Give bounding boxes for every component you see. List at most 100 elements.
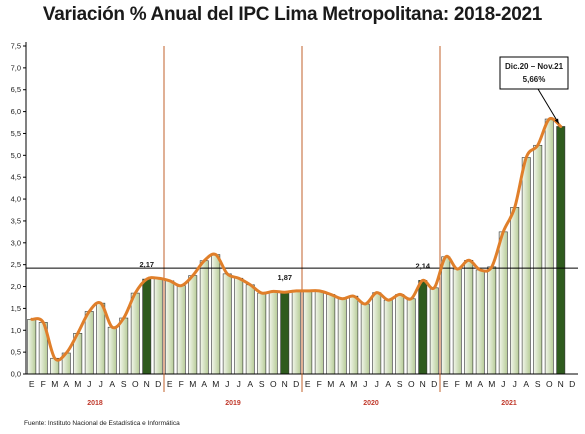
month-tick-label: O bbox=[408, 379, 415, 389]
month-tick-label: S bbox=[535, 379, 541, 389]
bar bbox=[429, 287, 439, 375]
month-tick-label: N bbox=[282, 379, 288, 389]
bar bbox=[360, 303, 370, 375]
bar bbox=[395, 294, 405, 375]
bar bbox=[487, 266, 497, 375]
month-tick-label: O bbox=[132, 379, 139, 389]
month-tick-label: M bbox=[465, 379, 472, 389]
month-tick-label: D bbox=[155, 379, 161, 389]
month-tick-label: E bbox=[29, 379, 35, 389]
y-tick-label: 1,5 bbox=[11, 304, 21, 313]
month-tick-label: A bbox=[63, 379, 69, 389]
month-tick-label: S bbox=[259, 379, 265, 389]
annotation-line-2: 5,66% bbox=[523, 75, 546, 84]
bars-layer bbox=[27, 118, 566, 375]
month-tick-label: M bbox=[74, 379, 81, 389]
annotation-arrow bbox=[537, 88, 560, 124]
y-tick-label: 2,5 bbox=[11, 260, 21, 269]
bar bbox=[510, 207, 520, 375]
axis-layer: 0,0 0,5 1,0 1,5 2,0 2,5 3,0 3,5 4,0 4,5 5,0 5,5 6,0 6… bbox=[11, 42, 578, 392]
bar bbox=[84, 311, 94, 375]
month-tick-label: M bbox=[488, 379, 495, 389]
month-tick-label: A bbox=[385, 379, 391, 389]
bar bbox=[556, 126, 566, 375]
bar bbox=[441, 256, 451, 375]
month-tick-label: A bbox=[109, 379, 115, 389]
annotation-box bbox=[499, 56, 569, 90]
month-tick-label: E bbox=[305, 379, 311, 389]
data-label: 1,87 bbox=[277, 273, 292, 282]
y-tick-label: 1,0 bbox=[11, 326, 21, 335]
bar bbox=[107, 326, 117, 375]
month-tick-label: J bbox=[225, 379, 229, 389]
month-tick-label: A bbox=[523, 379, 529, 389]
bar bbox=[326, 294, 336, 375]
month-tick-label: N bbox=[420, 379, 426, 389]
month-tick-label: S bbox=[121, 379, 127, 389]
y-tick-label: 6,5 bbox=[11, 85, 21, 94]
bar bbox=[245, 284, 255, 375]
bar bbox=[372, 292, 382, 375]
month-tick-label: J bbox=[375, 379, 379, 389]
chart-title: Variación % Anual del IPC Lima Metropoli… bbox=[42, 4, 543, 25]
month-tick-label: M bbox=[212, 379, 219, 389]
bar bbox=[383, 299, 393, 375]
y-tick-label: 4,0 bbox=[11, 195, 21, 204]
year-label: 2019 bbox=[225, 400, 241, 407]
month-tick-label: J bbox=[513, 379, 517, 389]
bar bbox=[452, 268, 462, 375]
source-note: Fuente: Instituto Nacional de Estadístic… bbox=[24, 420, 180, 427]
data-label: 2,17 bbox=[139, 260, 154, 269]
bar bbox=[498, 231, 508, 375]
month-tick-label: F bbox=[41, 379, 46, 389]
month-tick-label: O bbox=[546, 379, 553, 389]
bar bbox=[544, 118, 554, 375]
month-tick-label: M bbox=[189, 379, 196, 389]
bar bbox=[464, 259, 474, 375]
month-tick-label: F bbox=[179, 379, 184, 389]
bar bbox=[314, 290, 324, 375]
y-tick-label: 3,5 bbox=[11, 216, 21, 225]
bar bbox=[521, 157, 531, 375]
bar bbox=[418, 280, 428, 375]
month-tick-label: M bbox=[51, 379, 58, 389]
bar bbox=[165, 280, 175, 375]
month-tick-label: M bbox=[350, 379, 357, 389]
month-tick-label: F bbox=[455, 379, 460, 389]
year-label: 2021 bbox=[501, 400, 517, 407]
year-label: 2018 bbox=[87, 400, 103, 407]
month-tick-label: M bbox=[327, 379, 334, 389]
month-tick-label: J bbox=[363, 379, 367, 389]
bar bbox=[199, 260, 209, 375]
bar bbox=[349, 295, 359, 375]
month-tick-label: J bbox=[501, 379, 505, 389]
bar bbox=[533, 144, 543, 375]
bar bbox=[119, 317, 129, 375]
bar bbox=[153, 277, 163, 375]
y-tick-label: 2,0 bbox=[11, 282, 21, 291]
bar bbox=[142, 278, 152, 375]
bar bbox=[475, 269, 485, 375]
y-tick-label: 7,5 bbox=[11, 42, 21, 51]
y-tick-label: 6,0 bbox=[11, 107, 21, 116]
bar bbox=[280, 291, 290, 375]
month-tick-label: J bbox=[99, 379, 103, 389]
month-tick-label: E bbox=[443, 379, 449, 389]
data-label: 2,14 bbox=[415, 261, 430, 270]
bar bbox=[337, 298, 347, 375]
month-tick-label: N bbox=[558, 379, 564, 389]
month-tick-label: D bbox=[431, 379, 437, 389]
month-tick-label: A bbox=[339, 379, 345, 389]
annotation-line-1: Dic.20 – Nov.21 bbox=[505, 62, 564, 71]
bar bbox=[27, 319, 37, 375]
bar bbox=[291, 290, 301, 375]
month-tick-label: N bbox=[144, 379, 150, 389]
trend-line bbox=[30, 116, 563, 362]
month-tick-label: D bbox=[293, 379, 299, 389]
bar bbox=[222, 273, 232, 375]
month-tick-label: J bbox=[87, 379, 91, 389]
y-tick-label: 4,5 bbox=[11, 173, 21, 182]
annotation-arrowhead bbox=[554, 118, 559, 124]
